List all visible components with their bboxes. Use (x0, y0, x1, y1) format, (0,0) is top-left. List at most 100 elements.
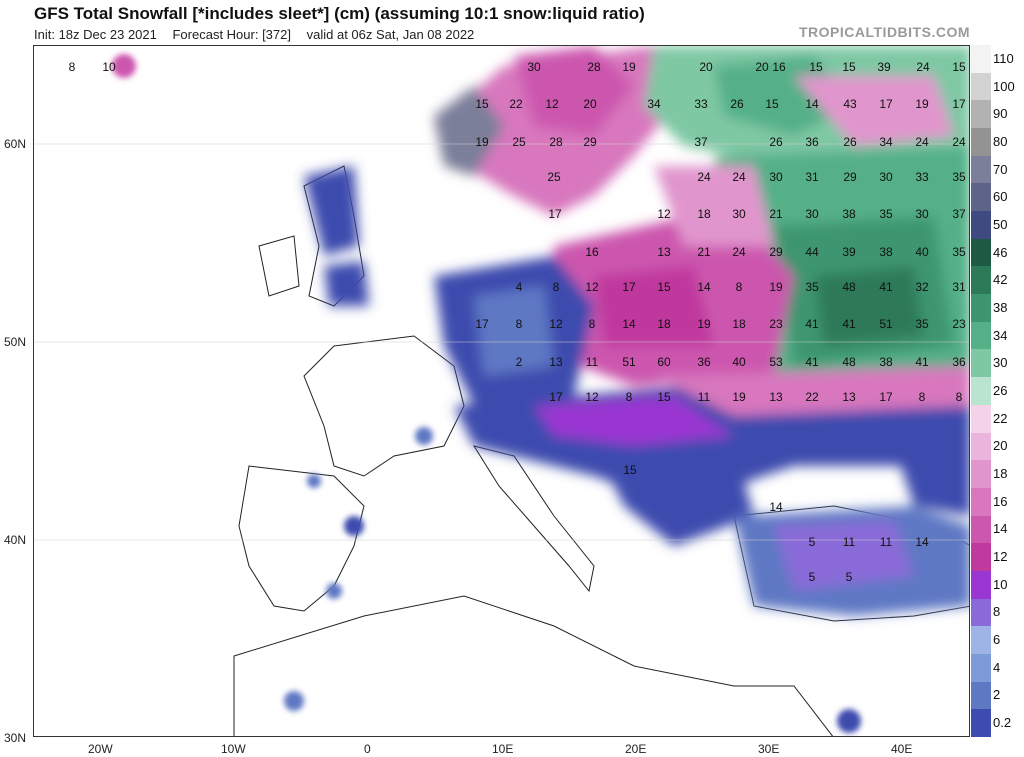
snowfall-value-label: 25 (547, 170, 561, 184)
snowfall-value-label: 37 (952, 207, 966, 221)
lon-label-10e: 10E (492, 742, 514, 756)
legend-label: 8 (993, 604, 1001, 620)
legend-label: 70 (993, 161, 1008, 177)
snowfall-value-label: 19 (915, 97, 929, 111)
snowfall-value-label: 30 (732, 207, 746, 221)
legend-swatch (971, 626, 991, 655)
snowfall-value-label: 41 (915, 355, 929, 369)
snowfall-value-label: 35 (952, 245, 966, 259)
snowfall-value-label: 36 (805, 135, 819, 149)
legend-label: 50 (993, 216, 1008, 232)
snowfall-value-label: 14 (769, 500, 783, 514)
init-time: Init: 18z Dec 23 2021 (34, 27, 157, 42)
snowfall-value-label: 5 (846, 570, 853, 584)
legend-swatch (971, 432, 991, 461)
legend-swatch (971, 681, 991, 710)
legend-label: 0.2 (993, 715, 1012, 731)
snowfall-value-label: 36 (952, 355, 966, 369)
legend-label: 46 (993, 244, 1008, 260)
source-watermark: TROPICALTIDBITS.COM (798, 24, 970, 40)
snowfall-value-label: 5 (809, 535, 816, 549)
legend-swatch (971, 653, 991, 683)
snowfall-value-label: 38 (879, 355, 893, 369)
legend-label: 100 (993, 78, 1015, 94)
snowfall-value-label: 17 (879, 390, 893, 404)
snowfall-value-label: 26 (769, 135, 783, 149)
snowfall-value-label: 34 (647, 97, 661, 111)
legend-label: 22 (993, 410, 1008, 426)
forecast-hour: Forecast Hour: [372] (172, 27, 291, 42)
snowfall-value-label: 18 (697, 207, 711, 221)
snowfall-value-label: 29 (769, 245, 783, 259)
legend-label: 26 (993, 383, 1008, 398)
snowfall-value-label: 32 (915, 280, 929, 294)
legend-swatch (971, 238, 991, 267)
snowfall-value-label: 41 (805, 355, 819, 369)
legend-label: 10 (993, 576, 1008, 592)
snowfall-value-label: 28 (587, 60, 601, 74)
snowfall-value-label: 15 (623, 463, 637, 477)
snow-spots (112, 54, 861, 733)
lon-label-40e: 40E (891, 742, 913, 756)
snowfall-value-label: 24 (952, 135, 966, 149)
snowfall-value-label: 35 (805, 280, 819, 294)
legend-swatch (971, 100, 991, 129)
snowfall-value-label: 30 (527, 60, 541, 74)
snowfall-value-label: 24 (916, 60, 930, 74)
snowfall-value-label: 11 (880, 535, 893, 549)
snowfall-value-label: 25 (512, 135, 526, 149)
lat-label-30n: 30N (4, 731, 27, 745)
snowfall-value-label: 17 (952, 97, 966, 111)
snowfall-value-label: 4 (516, 280, 523, 294)
snowfall-value-label: 17 (548, 207, 562, 221)
snowfall-value-label: 48 (842, 355, 856, 369)
map-title: GFS Total Snowfall [*includes sleet*] (c… (34, 4, 645, 23)
snowfall-value-label: 38 (879, 245, 893, 259)
legend-label: 14 (993, 521, 1008, 537)
lat-label-40n: 40N (4, 533, 27, 547)
lon-label-0: 0 (364, 742, 371, 756)
snowfall-value-label: 44 (805, 245, 819, 259)
snowfall-value-label: 41 (879, 280, 893, 294)
snowfall-value-label: 17 (549, 390, 563, 404)
snowfall-value-label: 41 (842, 317, 856, 331)
snowfall-value-label: 29 (583, 135, 597, 149)
snowfall-value-label: 39 (842, 245, 856, 259)
snowfall-value-label: 8 (736, 280, 743, 294)
valid-time: valid at 06z Sat, Jan 08 2022 (306, 27, 475, 42)
snowfall-value-label: 24 (697, 170, 711, 184)
lon-label-20e: 20E (625, 742, 647, 756)
snowfall-value-label: 13 (657, 245, 671, 259)
snowfall-value-label: 8 (516, 317, 523, 331)
snowfall-map: 8 10 30 28 19 20 20 16 15 15 39 24 15 15 22 12 20 34 33 26 1… (33, 45, 970, 737)
snowfall-value-label: 33 (694, 97, 708, 111)
snowfall-value-label: 8 (69, 60, 76, 74)
legend-swatch (971, 598, 991, 627)
snowfall-value-label: 13 (769, 390, 783, 404)
legend-label: 2 (993, 687, 1001, 703)
snowfall-value-label: 40 (732, 355, 746, 369)
snowfall-value-label: 20 (699, 60, 713, 74)
snowfall-value-label: 35 (952, 170, 966, 184)
snowfall-value-label: 21 (769, 207, 783, 221)
snowfall-value-label: 30 (879, 170, 893, 184)
snowfall-value-label: 23 (952, 317, 966, 331)
legend-swatch (971, 45, 991, 74)
legend-label: 12 (993, 549, 1008, 565)
snowfall-value-label: 11 (843, 535, 856, 549)
snowfall-value-label: 12 (585, 390, 599, 404)
legend-label: 42 (993, 272, 1008, 288)
legend-swatch (971, 709, 991, 738)
legend-label: 90 (993, 106, 1008, 122)
snowfall-value-label: 24 (915, 135, 929, 149)
snowfall-value-label: 48 (842, 280, 856, 294)
snowfall-value-label: 15 (765, 97, 779, 111)
snowfall-value-label: 30 (769, 170, 783, 184)
legend-swatch (971, 321, 991, 350)
snowfall-value-label: 51 (622, 355, 636, 369)
snowfall-value-label: 34 (879, 135, 893, 149)
snowfall-value-label: 24 (732, 170, 746, 184)
snowfall-value-label: 38 (842, 207, 856, 221)
snowfall-value-label: 17 (879, 97, 893, 111)
